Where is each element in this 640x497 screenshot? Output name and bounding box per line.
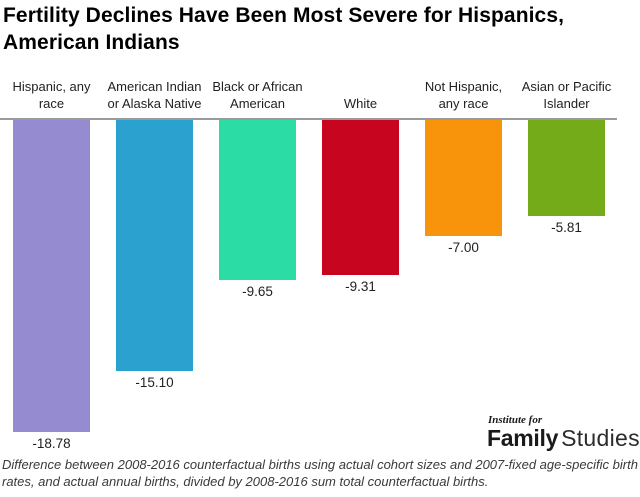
logo-studies-word: Studies bbox=[561, 425, 640, 451]
zero-axis-line bbox=[0, 118, 617, 120]
logo-family-word: Family bbox=[487, 425, 559, 451]
chart-title: Fertility Declines Have Been Most Severe… bbox=[3, 4, 565, 55]
logo-institute-for-text: Institute for bbox=[488, 414, 543, 426]
bar bbox=[13, 120, 90, 432]
bar bbox=[425, 120, 502, 236]
value-label: -15.10 bbox=[135, 375, 174, 390]
category-label: American Indian or Alaska Native bbox=[107, 78, 202, 111]
institute-for-family-studies-logo: Institute for Family Studies bbox=[487, 414, 640, 451]
bar bbox=[322, 120, 399, 275]
value-label: -18.78 bbox=[32, 436, 71, 451]
value-label: -9.31 bbox=[345, 279, 376, 294]
value-label: -7.00 bbox=[448, 240, 479, 255]
category-label: Black or African American bbox=[212, 78, 303, 111]
logo-family-studies-text: Family Studies bbox=[487, 425, 640, 451]
bar bbox=[219, 120, 296, 280]
source-footnote: Difference between 2008-2016 counterfact… bbox=[2, 457, 638, 490]
bar bbox=[528, 120, 605, 216]
bar bbox=[116, 120, 193, 371]
value-label: -5.81 bbox=[551, 220, 582, 235]
category-label: Asian or Pacific Islander bbox=[521, 78, 612, 111]
category-label: Not Hispanic, any race bbox=[424, 78, 503, 111]
category-label: Hispanic, any race bbox=[12, 78, 91, 111]
value-label: -9.65 bbox=[242, 284, 273, 299]
category-label: White bbox=[343, 95, 378, 111]
